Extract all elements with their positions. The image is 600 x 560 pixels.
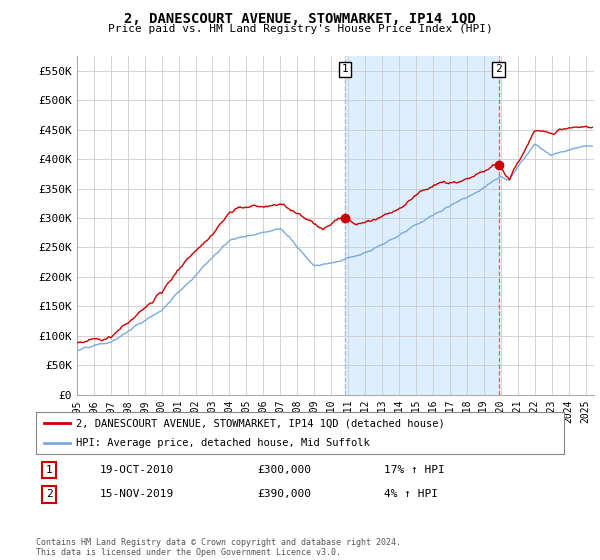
Text: 4% ↑ HPI: 4% ↑ HPI [385, 489, 439, 500]
Text: 19-OCT-2010: 19-OCT-2010 [100, 465, 173, 475]
Text: HPI: Average price, detached house, Mid Suffolk: HPI: Average price, detached house, Mid … [76, 438, 370, 448]
Text: 2, DANESCOURT AVENUE, STOWMARKET, IP14 1QD (detached house): 2, DANESCOURT AVENUE, STOWMARKET, IP14 1… [76, 418, 445, 428]
Text: 2, DANESCOURT AVENUE, STOWMARKET, IP14 1QD: 2, DANESCOURT AVENUE, STOWMARKET, IP14 1… [124, 12, 476, 26]
Bar [345, 56, 499, 395]
Text: 1: 1 [46, 465, 53, 475]
Text: 2: 2 [495, 64, 502, 74]
Text: 2: 2 [46, 489, 53, 500]
Text: 15-NOV-2019: 15-NOV-2019 [100, 489, 173, 500]
Text: £390,000: £390,000 [258, 489, 312, 500]
Text: £300,000: £300,000 [258, 465, 312, 475]
Text: Price paid vs. HM Land Registry's House Price Index (HPI): Price paid vs. HM Land Registry's House … [107, 24, 493, 34]
Text: 17% ↑ HPI: 17% ↑ HPI [385, 465, 445, 475]
Text: Contains HM Land Registry data © Crown copyright and database right 2024.
This d: Contains HM Land Registry data © Crown c… [36, 538, 401, 557]
Text: 1: 1 [341, 64, 348, 74]
